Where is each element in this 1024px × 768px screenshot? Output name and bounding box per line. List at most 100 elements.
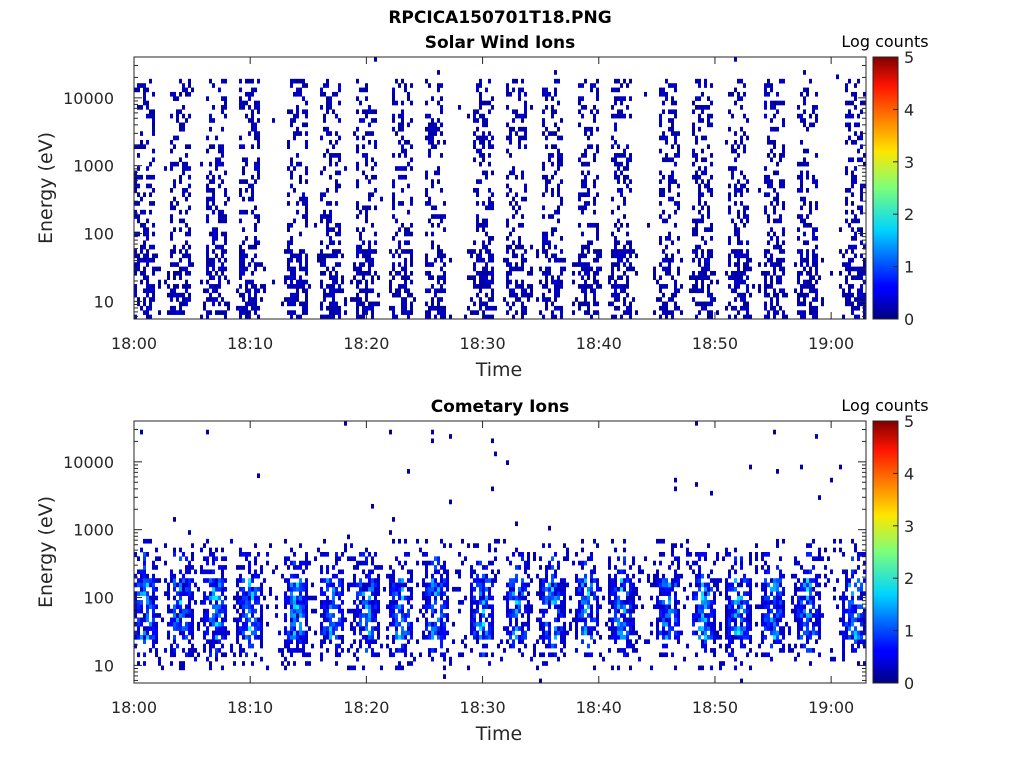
heatmap-cell xyxy=(557,78,560,84)
heatmap-cell xyxy=(440,630,443,636)
heatmap-cell xyxy=(287,201,290,206)
heatmap-cell xyxy=(623,608,626,614)
heatmap-cell xyxy=(242,105,245,110)
heatmap-cell xyxy=(740,170,743,176)
heatmap-cell xyxy=(488,630,491,636)
heatmap-cell xyxy=(632,266,635,272)
heatmap-cell xyxy=(170,113,173,119)
heatmap-cell xyxy=(185,591,188,596)
heatmap-cell xyxy=(584,652,587,658)
heatmap-cell xyxy=(218,87,221,93)
heatmap-cell xyxy=(599,634,602,640)
heatmap-cell xyxy=(614,253,617,259)
heatmap-cell xyxy=(245,595,248,601)
heatmap-cell xyxy=(245,100,248,106)
heatmap-cell xyxy=(782,153,785,158)
heatmap-cell xyxy=(218,214,221,219)
heatmap-cell xyxy=(581,538,584,544)
heatmap-cell xyxy=(611,578,614,583)
heatmap-cell xyxy=(335,270,338,276)
heatmap-cell xyxy=(323,257,326,263)
heatmap-cell xyxy=(815,253,818,259)
heatmap-cell xyxy=(764,87,767,93)
heatmap-cell xyxy=(401,113,404,119)
heatmap-cell xyxy=(335,161,338,167)
heatmap-cell xyxy=(563,595,566,601)
heatmap-cell xyxy=(257,240,260,246)
heatmap-cell xyxy=(842,262,845,267)
heatmap-cell xyxy=(581,578,584,583)
heatmap-cell xyxy=(215,205,218,211)
heatmap-cell xyxy=(815,244,818,250)
heatmap-cell xyxy=(803,240,806,246)
heatmap-cell xyxy=(425,314,428,320)
heatmap-cell xyxy=(521,118,524,123)
heatmap-cell xyxy=(707,205,710,211)
heatmap-cell xyxy=(188,578,191,583)
heatmap-cell xyxy=(743,262,746,267)
heatmap-cell xyxy=(392,179,395,184)
heatmap-cell xyxy=(323,166,326,171)
heatmap-cell xyxy=(581,639,584,644)
heatmap-cell xyxy=(746,266,749,272)
heatmap-cell xyxy=(221,634,224,640)
heatmap-cell xyxy=(425,100,428,106)
heatmap-cell xyxy=(800,139,803,145)
heatmap-cell xyxy=(491,569,494,575)
heatmap-cell xyxy=(593,310,596,315)
heatmap-cell xyxy=(212,643,215,649)
heatmap-cell xyxy=(851,113,854,119)
heatmap-cell xyxy=(206,538,209,544)
heatmap-cell xyxy=(152,643,155,649)
heatmap-cell xyxy=(764,179,767,184)
heatmap-cell xyxy=(287,595,290,601)
heatmap-cell xyxy=(443,652,446,658)
heatmap-cell xyxy=(323,126,326,132)
heatmap-cell xyxy=(440,604,443,610)
heatmap-cell xyxy=(665,236,668,241)
heatmap-cell xyxy=(371,174,374,180)
heatmap-cell xyxy=(815,310,818,315)
heatmap-cell xyxy=(224,634,227,640)
heatmap-cell xyxy=(365,249,368,254)
heatmap-cell xyxy=(548,639,551,644)
heatmap-cell xyxy=(203,613,206,618)
heatmap-cell xyxy=(155,556,158,562)
heatmap-cell xyxy=(365,292,368,298)
heatmap-cell xyxy=(146,552,149,557)
heatmap-cell xyxy=(851,266,854,272)
heatmap-cell xyxy=(800,257,803,263)
heatmap-cell xyxy=(326,314,329,320)
heatmap-cell xyxy=(299,253,302,259)
heatmap-cell xyxy=(593,257,596,263)
heatmap-cell xyxy=(338,608,341,614)
heatmap-cell xyxy=(206,135,209,141)
heatmap-cell xyxy=(518,600,521,605)
heatmap-cell xyxy=(626,266,629,272)
heatmap-cell xyxy=(593,301,596,307)
heatmap-cell xyxy=(584,244,587,250)
heatmap-cell xyxy=(506,591,509,596)
heatmap-cell xyxy=(365,305,368,311)
heatmap-cell xyxy=(527,600,530,605)
heatmap-cell xyxy=(149,161,152,167)
heatmap-cell xyxy=(692,257,695,263)
heatmap-cell xyxy=(569,621,572,627)
heatmap-cell xyxy=(335,279,338,285)
heatmap-cell xyxy=(422,552,425,557)
heatmap-cell xyxy=(593,665,596,671)
heatmap-cell xyxy=(155,547,158,553)
heatmap-cell xyxy=(491,582,494,588)
heatmap-cell xyxy=(860,227,863,232)
heatmap-cell xyxy=(521,626,524,631)
heatmap-cell xyxy=(371,560,374,566)
heatmap-cell xyxy=(332,626,335,631)
heatmap-cell xyxy=(407,288,410,294)
heatmap-cell xyxy=(443,626,446,631)
heatmap-cell xyxy=(401,578,404,583)
heatmap-cell xyxy=(527,297,530,302)
heatmap-cell xyxy=(335,231,338,237)
heatmap-cell xyxy=(143,310,146,315)
heatmap-cell xyxy=(188,284,191,289)
heatmap-cell xyxy=(149,201,152,206)
